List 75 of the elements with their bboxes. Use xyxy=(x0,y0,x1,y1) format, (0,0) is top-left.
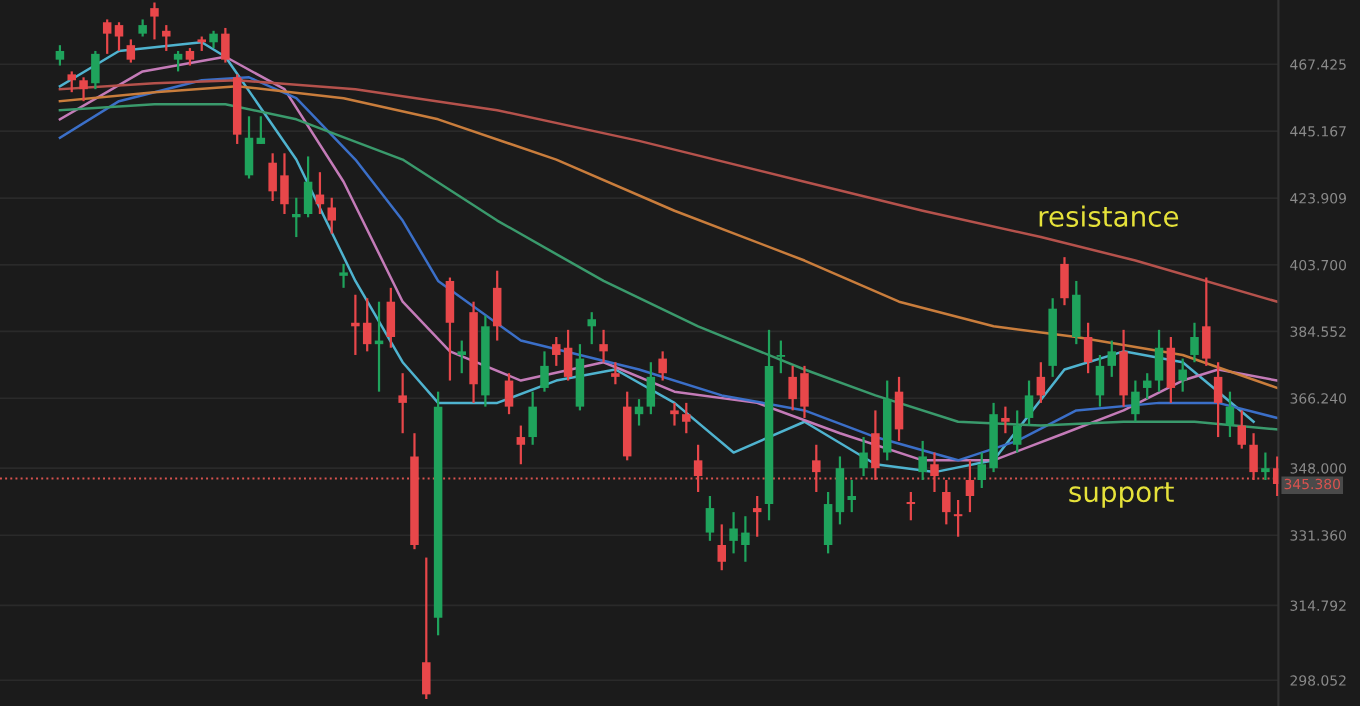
candlestick xyxy=(540,350,549,393)
candlestick xyxy=(1213,361,1223,439)
candlestick xyxy=(859,435,868,478)
candlestick xyxy=(670,401,679,427)
candlestick xyxy=(303,155,313,219)
candlestick xyxy=(1237,409,1247,450)
candlestick xyxy=(339,262,348,289)
candlestick xyxy=(942,478,951,526)
candlestick xyxy=(504,372,514,416)
candlestick xyxy=(1036,361,1046,404)
candlestick xyxy=(516,424,526,466)
candlestick xyxy=(1060,256,1069,307)
candlestick xyxy=(1095,353,1105,408)
line-series xyxy=(58,79,1279,303)
candlestick xyxy=(1107,339,1117,378)
candlestick xyxy=(953,498,963,538)
candlestick xyxy=(1225,390,1235,439)
candlestick xyxy=(752,494,762,538)
candlestick xyxy=(492,269,502,342)
candlestick xyxy=(244,115,254,180)
candlestick xyxy=(114,21,124,53)
candlestick xyxy=(173,49,183,73)
candlestick xyxy=(256,115,266,146)
candlestick xyxy=(587,311,596,346)
candlestick xyxy=(1083,321,1093,375)
candlestick xyxy=(1119,328,1128,408)
candlestick xyxy=(705,494,715,542)
candlestick xyxy=(894,375,904,443)
candlestick xyxy=(823,490,833,555)
line-series xyxy=(58,84,1279,390)
candlestick xyxy=(812,443,821,494)
candlestick xyxy=(918,439,927,482)
candlestick xyxy=(126,38,136,64)
candlestick xyxy=(162,23,171,53)
candlestick xyxy=(646,361,656,416)
candlestick xyxy=(1190,321,1199,364)
candlestick xyxy=(102,18,112,55)
candlestick xyxy=(1131,379,1140,423)
candlestick xyxy=(717,523,727,572)
candlestick xyxy=(327,196,336,235)
candlestick xyxy=(1072,279,1081,346)
candlestick xyxy=(1154,328,1164,393)
candlestick xyxy=(611,361,620,386)
candlestick xyxy=(1178,357,1187,393)
candlestick xyxy=(1024,379,1034,427)
candlestick xyxy=(682,401,691,435)
candlestick xyxy=(221,26,230,64)
candlestick xyxy=(906,490,916,522)
candlestick xyxy=(965,459,975,514)
candlestick xyxy=(658,350,667,382)
annotation: support xyxy=(1069,482,1174,508)
candlestick xyxy=(292,196,301,239)
candlestick xyxy=(398,372,407,435)
candlestick xyxy=(1166,335,1176,404)
candlestick xyxy=(91,49,100,91)
annotation: resistance xyxy=(1039,205,1179,227)
candlestick xyxy=(871,409,880,482)
candlestick xyxy=(55,44,65,67)
candlestick xyxy=(776,339,786,375)
candlestick xyxy=(457,339,466,375)
candlestick xyxy=(930,451,939,494)
candlestick xyxy=(445,276,455,382)
candlestick xyxy=(599,328,608,364)
candlestick xyxy=(1249,432,1258,482)
candlestick xyxy=(1012,409,1022,454)
candlestick xyxy=(79,76,88,103)
candlestick xyxy=(386,286,396,349)
candlestick xyxy=(1202,276,1211,367)
candlestick xyxy=(422,556,431,701)
candlestick xyxy=(693,443,703,494)
candlestick xyxy=(1001,405,1010,435)
candlestick xyxy=(150,1,159,41)
candlestick xyxy=(67,70,76,94)
candlestick xyxy=(528,390,537,446)
candlestick xyxy=(1261,451,1270,482)
